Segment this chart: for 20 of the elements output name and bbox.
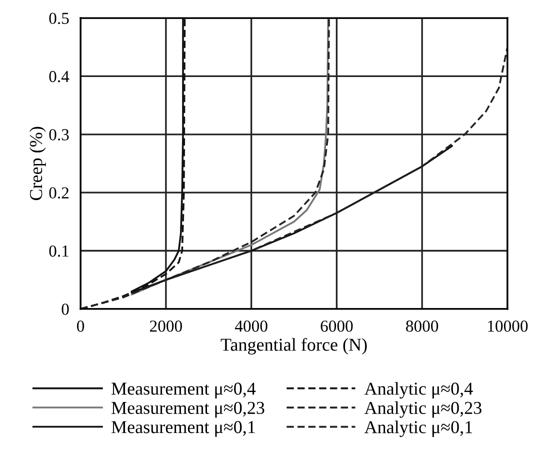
legend-label: Measurement μ≈0,4 bbox=[112, 382, 256, 398]
y-tick-label: 0 bbox=[62, 304, 69, 315]
y-tick-label: 0.3 bbox=[49, 129, 69, 140]
y-tick-label: 0.4 bbox=[49, 70, 70, 82]
x-axis-title: Tangential force (N) bbox=[220, 338, 367, 355]
x-tick-label: 8000 bbox=[406, 320, 438, 332]
x-tick-label: 2000 bbox=[150, 320, 182, 332]
y-tick-label: 0.2 bbox=[49, 187, 69, 199]
legend-label: Measurement μ≈0,1 bbox=[112, 421, 255, 437]
y-tick-label: 0.5 bbox=[49, 12, 69, 24]
x-tick-label: 0 bbox=[77, 320, 84, 332]
legend-label: Analytic μ≈0,1 bbox=[364, 420, 472, 438]
x-tick-label: 6000 bbox=[320, 320, 353, 332]
legend-label: Analytic μ≈0,23 bbox=[364, 401, 482, 418]
x-tick-label: 4000 bbox=[234, 320, 268, 332]
y-axis-title: Creep (%) bbox=[29, 126, 46, 200]
legend-label: Measurement μ≈0,23 bbox=[112, 402, 264, 418]
legend-label: Analytic μ≈0,4 bbox=[364, 382, 473, 399]
x-tick-label: 10000 bbox=[488, 320, 528, 332]
y-tick-label: 0.1 bbox=[49, 245, 68, 257]
